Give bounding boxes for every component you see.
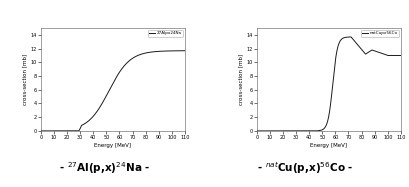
- Y-axis label: cross-section [mb]: cross-section [mb]: [239, 54, 244, 105]
- X-axis label: Energy [MeV]: Energy [MeV]: [310, 143, 347, 148]
- X-axis label: Energy [MeV]: Energy [MeV]: [94, 143, 131, 148]
- Text: - $^{27}$Al(p,x)$^{24}$Na -: - $^{27}$Al(p,x)$^{24}$Na -: [58, 160, 150, 176]
- Text: - $^{nat}$Cu(p,x)$^{56}$Co -: - $^{nat}$Cu(p,x)$^{56}$Co -: [256, 160, 353, 176]
- Y-axis label: cross-section [mb]: cross-section [mb]: [23, 54, 28, 105]
- Legend: natCupx56Co: natCupx56Co: [361, 30, 399, 37]
- Legend: 27Alpx24Na: 27Alpx24Na: [148, 30, 183, 37]
